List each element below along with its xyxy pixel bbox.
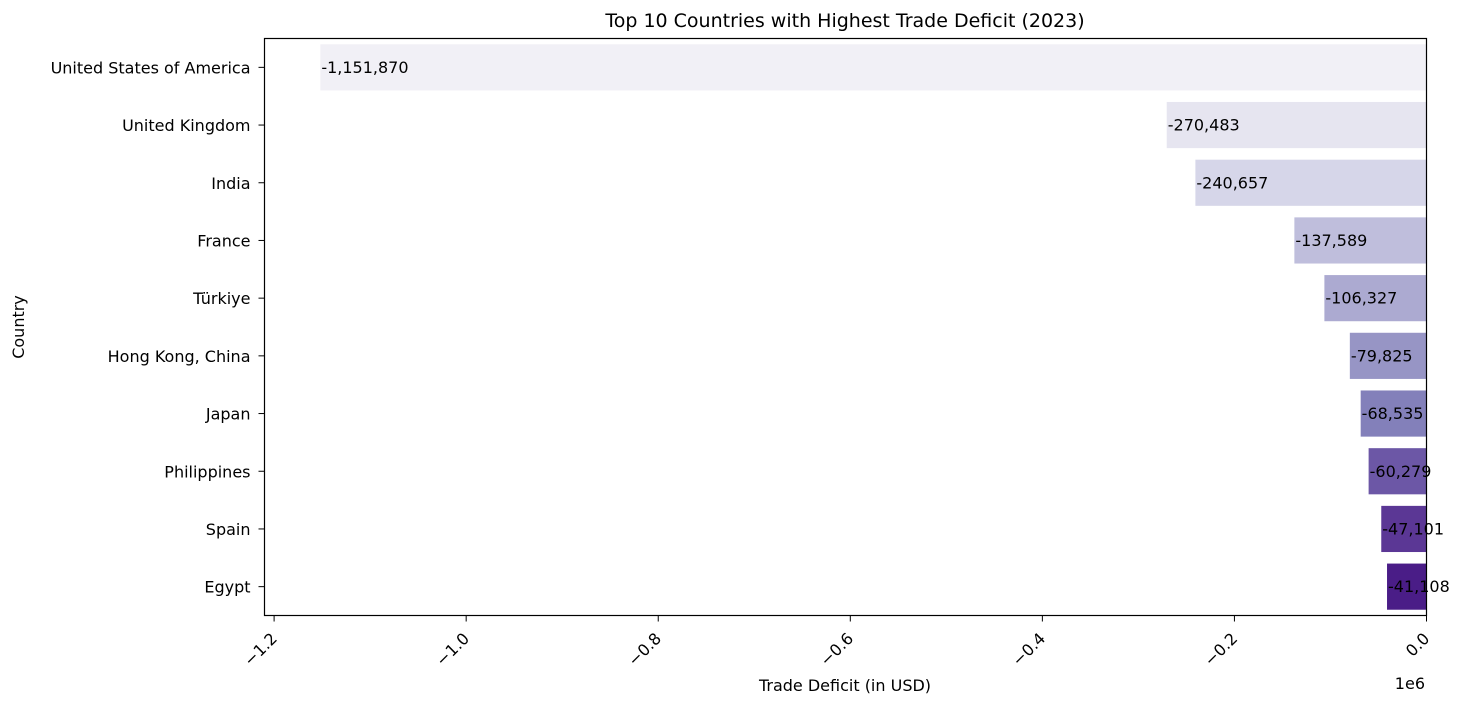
bar <box>1324 275 1427 322</box>
y-tick-label: Japan <box>205 405 251 424</box>
bar <box>1360 390 1427 437</box>
bar-value-label: -1,151,870 <box>321 58 408 77</box>
y-tick-label: Hong Kong, China <box>108 347 251 366</box>
bar <box>1294 217 1427 264</box>
bar <box>1166 101 1427 149</box>
data-labels-group: -1,151,870 -270,483 -240,657 -137,589 -106,3… <box>321 58 1449 596</box>
x-tick-label: −1.2 <box>240 629 281 670</box>
bars-group <box>320 44 1427 610</box>
bar <box>1368 448 1427 495</box>
y-tick-label: Philippines <box>164 462 250 481</box>
x-tick-label: 0.0 <box>1402 629 1433 660</box>
bar <box>1381 505 1427 553</box>
bar-value-label: -240,657 <box>1196 173 1268 192</box>
bar <box>1195 159 1427 206</box>
x-tick-label: −0.2 <box>1200 629 1241 670</box>
bar-value-label: -106,327 <box>1325 289 1397 308</box>
bar <box>1387 563 1427 610</box>
x-axis-label: Trade Deficit (in USD) <box>758 676 931 695</box>
y-tick-label: United Kingdom <box>122 116 250 135</box>
y-tick-label: Egypt <box>204 578 250 597</box>
bar-value-label: -68,535 <box>1362 404 1424 423</box>
y-tick-label: Türkiye <box>192 289 250 308</box>
bar-value-label: -60,279 <box>1370 462 1432 481</box>
y-axis: United States of America United Kingdom In… <box>51 58 265 597</box>
y-axis-label: Country <box>9 295 28 359</box>
y-tick-label: United States of America <box>51 58 251 77</box>
x-axis-offset-label: 1e6 <box>1395 674 1425 693</box>
x-tick-label: −0.6 <box>816 629 857 670</box>
bar-value-label: -79,825 <box>1351 346 1413 365</box>
x-tick-label: −0.4 <box>1008 629 1049 670</box>
bar <box>1349 332 1427 379</box>
chart-title: Top 10 Countries with Highest Trade Defi… <box>604 10 1084 32</box>
y-tick-label: India <box>211 174 250 193</box>
bar <box>320 44 1427 91</box>
bar-value-label: -47,101 <box>1382 519 1444 538</box>
plot-frame <box>263 37 1428 617</box>
bar-value-label: -270,483 <box>1168 116 1240 135</box>
bar-value-label: -41,108 <box>1388 577 1450 596</box>
x-tick-label: −0.8 <box>624 629 665 670</box>
x-tick-label: −1.0 <box>432 629 473 670</box>
x-axis: −1.2 −1.0 −0.8 −0.6 −0.4 −0.2 0.0 <box>240 615 1433 670</box>
bar-value-label: -137,589 <box>1295 231 1367 250</box>
y-tick-label: Spain <box>206 520 251 539</box>
y-tick-label: France <box>197 231 250 250</box>
